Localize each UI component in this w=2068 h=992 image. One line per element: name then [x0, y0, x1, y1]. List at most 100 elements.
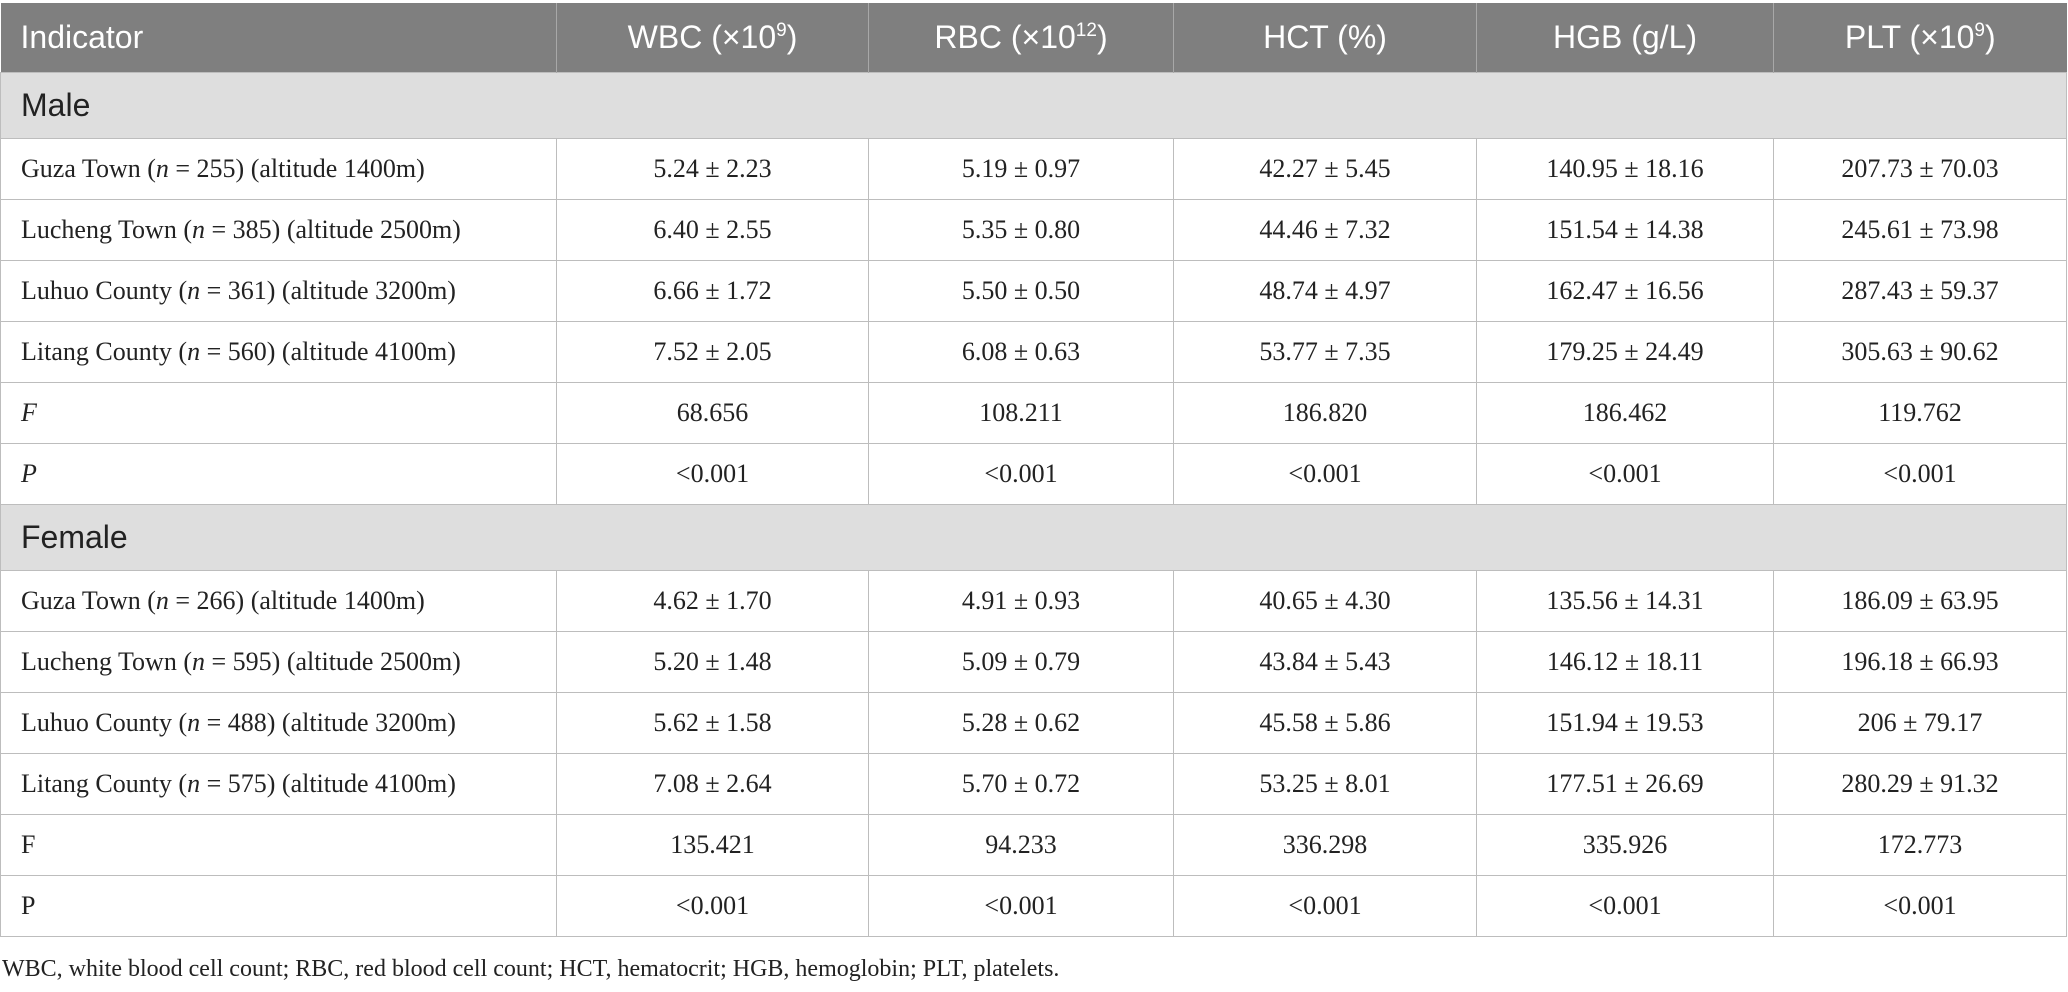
cell-plt: <0.001 [1773, 443, 2067, 505]
cell-hgb: 335.926 [1476, 814, 1774, 876]
cell-wbc: 135.421 [556, 814, 869, 876]
row-label: Lucheng Town (n = 385) (altitude 2500m) [0, 199, 557, 261]
cell-hct: <0.001 [1173, 875, 1477, 937]
section-label-male: Male [0, 72, 2067, 139]
header-plt-exponent: 9 [1974, 20, 1985, 41]
header-hgb: HGB (g/L) [1476, 3, 1774, 73]
cell-hgb: 162.47 ± 16.56 [1476, 260, 1774, 322]
cell-plt: 207.73 ± 70.03 [1773, 138, 2067, 200]
cell-hct: 48.74 ± 4.97 [1173, 260, 1477, 322]
cell-plt: 305.63 ± 90.62 [1773, 321, 2067, 383]
header-wbc: WBC (×109) [556, 3, 869, 73]
cell-hct: 40.65 ± 4.30 [1173, 570, 1477, 632]
cell-rbc: 6.08 ± 0.63 [868, 321, 1174, 383]
cell-plt: 196.18 ± 66.93 [1773, 631, 2067, 693]
header-rbc-exponent: 12 [1075, 20, 1097, 41]
cell-rbc: 94.233 [868, 814, 1174, 876]
header-plt-close: ) [1984, 19, 1996, 55]
header-rbc: RBC (×1012) [868, 3, 1174, 73]
row-label: Luhuo County (n = 488) (altitude 3200m) [0, 692, 557, 754]
cell-hgb: 135.56 ± 14.31 [1476, 570, 1774, 632]
row-label-f: F [0, 814, 557, 876]
cell-hct: 44.46 ± 7.32 [1173, 199, 1477, 261]
row-label: Litang County (n = 575) (altitude 4100m) [0, 753, 557, 815]
cell-hgb: 177.51 ± 26.69 [1476, 753, 1774, 815]
table-row: Luhuo County (n = 361) (altitude 3200m) … [0, 260, 2067, 322]
cell-wbc: 7.08 ± 2.64 [556, 753, 869, 815]
cell-hct: 45.58 ± 5.86 [1173, 692, 1477, 754]
cell-wbc: 4.62 ± 1.70 [556, 570, 869, 632]
cell-rbc: <0.001 [868, 443, 1174, 505]
cell-wbc: 68.656 [556, 382, 869, 444]
cell-hct: 43.84 ± 5.43 [1173, 631, 1477, 693]
cell-wbc: 6.66 ± 1.72 [556, 260, 869, 322]
cell-rbc: 4.91 ± 0.93 [868, 570, 1174, 632]
header-wbc-text: WBC (×10 [627, 19, 777, 55]
cell-hgb: <0.001 [1476, 443, 1774, 505]
table-row: Guza Town (n = 255) (altitude 1400m) 5.2… [0, 138, 2067, 200]
section-row-female: Female [0, 504, 2067, 571]
header-plt: PLT (×109) [1773, 3, 2067, 73]
cell-plt: 245.61 ± 73.98 [1773, 199, 2067, 261]
cell-plt: 287.43 ± 59.37 [1773, 260, 2067, 322]
header-indicator: Indicator [0, 3, 557, 73]
p-value-row-female: P <0.001 <0.001 <0.001 <0.001 <0.001 [0, 875, 2067, 937]
row-label-f: F [0, 382, 557, 444]
header-wbc-close: ) [786, 19, 798, 55]
header-hct: HCT (%) [1173, 3, 1477, 73]
row-label-p: P [0, 875, 557, 937]
cell-wbc: 7.52 ± 2.05 [556, 321, 869, 383]
cell-wbc: <0.001 [556, 443, 869, 505]
cell-rbc: 5.35 ± 0.80 [868, 199, 1174, 261]
cell-plt: 172.773 [1773, 814, 2067, 876]
cell-rbc: 5.09 ± 0.79 [868, 631, 1174, 693]
cell-rbc: 108.211 [868, 382, 1174, 444]
row-label-p: P [0, 443, 557, 505]
cell-rbc: <0.001 [868, 875, 1174, 937]
cell-wbc: 6.40 ± 2.55 [556, 199, 869, 261]
header-rbc-text: RBC (×10 [934, 19, 1076, 55]
cell-plt: 119.762 [1773, 382, 2067, 444]
cell-hgb: 140.95 ± 18.16 [1476, 138, 1774, 200]
cell-plt: <0.001 [1773, 875, 2067, 937]
f-statistic-row-female: F 135.421 94.233 336.298 335.926 172.773 [0, 814, 2067, 876]
cell-rbc: 5.19 ± 0.97 [868, 138, 1174, 200]
hematology-table: Indicator WBC (×109) RBC (×1012) HCT (%)… [0, 3, 2067, 937]
cell-hct: 53.25 ± 8.01 [1173, 753, 1477, 815]
cell-hgb: <0.001 [1476, 875, 1774, 937]
table-row: Litang County (n = 575) (altitude 4100m)… [0, 753, 2067, 815]
header-rbc-close: ) [1096, 19, 1108, 55]
row-label: Litang County (n = 560) (altitude 4100m) [0, 321, 557, 383]
table-row: Lucheng Town (n = 385) (altitude 2500m) … [0, 199, 2067, 261]
cell-wbc: 5.20 ± 1.48 [556, 631, 869, 693]
header-row: Indicator WBC (×109) RBC (×1012) HCT (%)… [0, 3, 2067, 73]
table-row: Lucheng Town (n = 595) (altitude 2500m) … [0, 631, 2067, 693]
cell-hct: 186.820 [1173, 382, 1477, 444]
cell-rbc: 5.70 ± 0.72 [868, 753, 1174, 815]
row-label: Guza Town (n = 266) (altitude 1400m) [0, 570, 557, 632]
cell-plt: 280.29 ± 91.32 [1773, 753, 2067, 815]
cell-wbc: <0.001 [556, 875, 869, 937]
cell-wbc: 5.24 ± 2.23 [556, 138, 869, 200]
header-plt-text: PLT (×10 [1844, 19, 1975, 55]
cell-hgb: 146.12 ± 18.11 [1476, 631, 1774, 693]
cell-hgb: 179.25 ± 24.49 [1476, 321, 1774, 383]
row-label: Luhuo County (n = 361) (altitude 3200m) [0, 260, 557, 322]
cell-hgb: 151.54 ± 14.38 [1476, 199, 1774, 261]
cell-wbc: 5.62 ± 1.58 [556, 692, 869, 754]
cell-hct: 336.298 [1173, 814, 1477, 876]
cell-rbc: 5.28 ± 0.62 [868, 692, 1174, 754]
row-label: Lucheng Town (n = 595) (altitude 2500m) [0, 631, 557, 693]
cell-hgb: 186.462 [1476, 382, 1774, 444]
table-footnote: WBC, white blood cell count; RBC, red bl… [2, 956, 1060, 982]
row-label: Guza Town (n = 255) (altitude 1400m) [0, 138, 557, 200]
cell-hct: <0.001 [1173, 443, 1477, 505]
table-row: Guza Town (n = 266) (altitude 1400m) 4.6… [0, 570, 2067, 632]
section-label-female: Female [0, 504, 2067, 571]
header-wbc-exponent: 9 [776, 20, 787, 41]
cell-hgb: 151.94 ± 19.53 [1476, 692, 1774, 754]
cell-hct: 42.27 ± 5.45 [1173, 138, 1477, 200]
cell-plt: 186.09 ± 63.95 [1773, 570, 2067, 632]
cell-hct: 53.77 ± 7.35 [1173, 321, 1477, 383]
section-row-male: Male [0, 72, 2067, 139]
